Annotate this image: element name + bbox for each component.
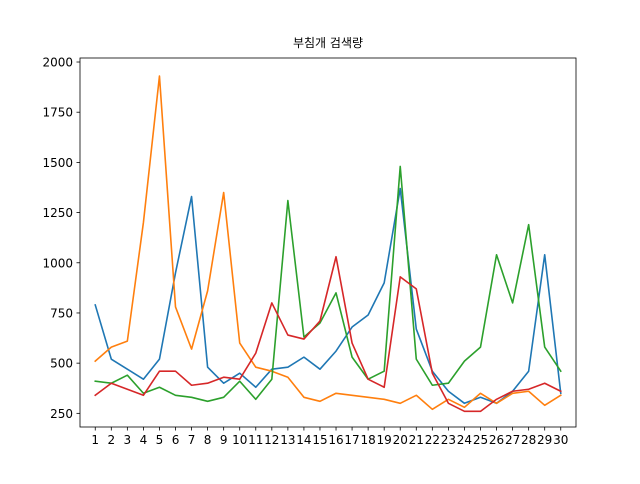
x-tick-label-17: 17 xyxy=(344,433,359,447)
y-tick-label-500: 500 xyxy=(50,357,73,371)
x-tick-label-16: 16 xyxy=(328,433,343,447)
x-tick-label-13: 13 xyxy=(280,433,295,447)
axes-layer: 1 2 3 4 5 6 7 8 9 10 11 12 13 14 15 16 17 18 19 20 21 22 23 24 2… xyxy=(42,56,577,447)
x-tick-label-30: 30 xyxy=(553,433,568,447)
x-tick-label-2: 2 xyxy=(107,433,115,447)
plot-frame xyxy=(79,57,577,428)
chart-title: 부침개 검색량 xyxy=(293,36,363,50)
y-tick-label-750: 750 xyxy=(50,306,73,320)
x-tick-label-15: 15 xyxy=(312,433,327,447)
y-tick-label-250: 250 xyxy=(50,407,73,421)
series-line-1 xyxy=(94,187,562,405)
series-line-2 xyxy=(94,75,562,411)
x-tick-label-3: 3 xyxy=(124,433,132,447)
x-tick-label-6: 6 xyxy=(172,433,180,447)
x-tick-label-9: 9 xyxy=(220,433,228,447)
series-line-3 xyxy=(94,165,562,403)
x-tick-label-20: 20 xyxy=(393,433,408,447)
y-tick-label-1500: 1500 xyxy=(42,156,73,170)
series-line-4 xyxy=(94,255,562,413)
x-tick-label-26: 26 xyxy=(489,433,504,447)
y-tick-label-1750: 1750 xyxy=(42,106,73,120)
x-tick-label-4: 4 xyxy=(140,433,148,447)
y-tick-label-2000: 2000 xyxy=(42,56,73,70)
x-tick-label-8: 8 xyxy=(204,433,212,447)
x-tick-label-25: 25 xyxy=(473,433,488,447)
x-tick-label-28: 28 xyxy=(521,433,536,447)
x-tick-label-5: 5 xyxy=(156,433,164,447)
x-tick-label-1: 1 xyxy=(91,433,99,447)
x-tick-label-19: 19 xyxy=(377,433,392,447)
x-tick-label-21: 21 xyxy=(409,433,424,447)
x-tick-label-18: 18 xyxy=(360,433,375,447)
y-tick-label-1250: 1250 xyxy=(42,206,73,220)
x-tick-label-11: 11 xyxy=(248,433,263,447)
x-tick-label-24: 24 xyxy=(457,433,472,447)
x-tick-label-29: 29 xyxy=(537,433,552,447)
x-tick-label-22: 22 xyxy=(425,433,440,447)
x-tick-label-10: 10 xyxy=(232,433,247,447)
x-tick-label-12: 12 xyxy=(264,433,279,447)
x-tick-label-14: 14 xyxy=(296,433,311,447)
x-tick-label-23: 23 xyxy=(441,433,456,447)
x-tick-label-27: 27 xyxy=(505,433,520,447)
series-layer xyxy=(94,75,562,413)
y-tick-label-1000: 1000 xyxy=(42,256,73,270)
x-tick-label-7: 7 xyxy=(188,433,196,447)
